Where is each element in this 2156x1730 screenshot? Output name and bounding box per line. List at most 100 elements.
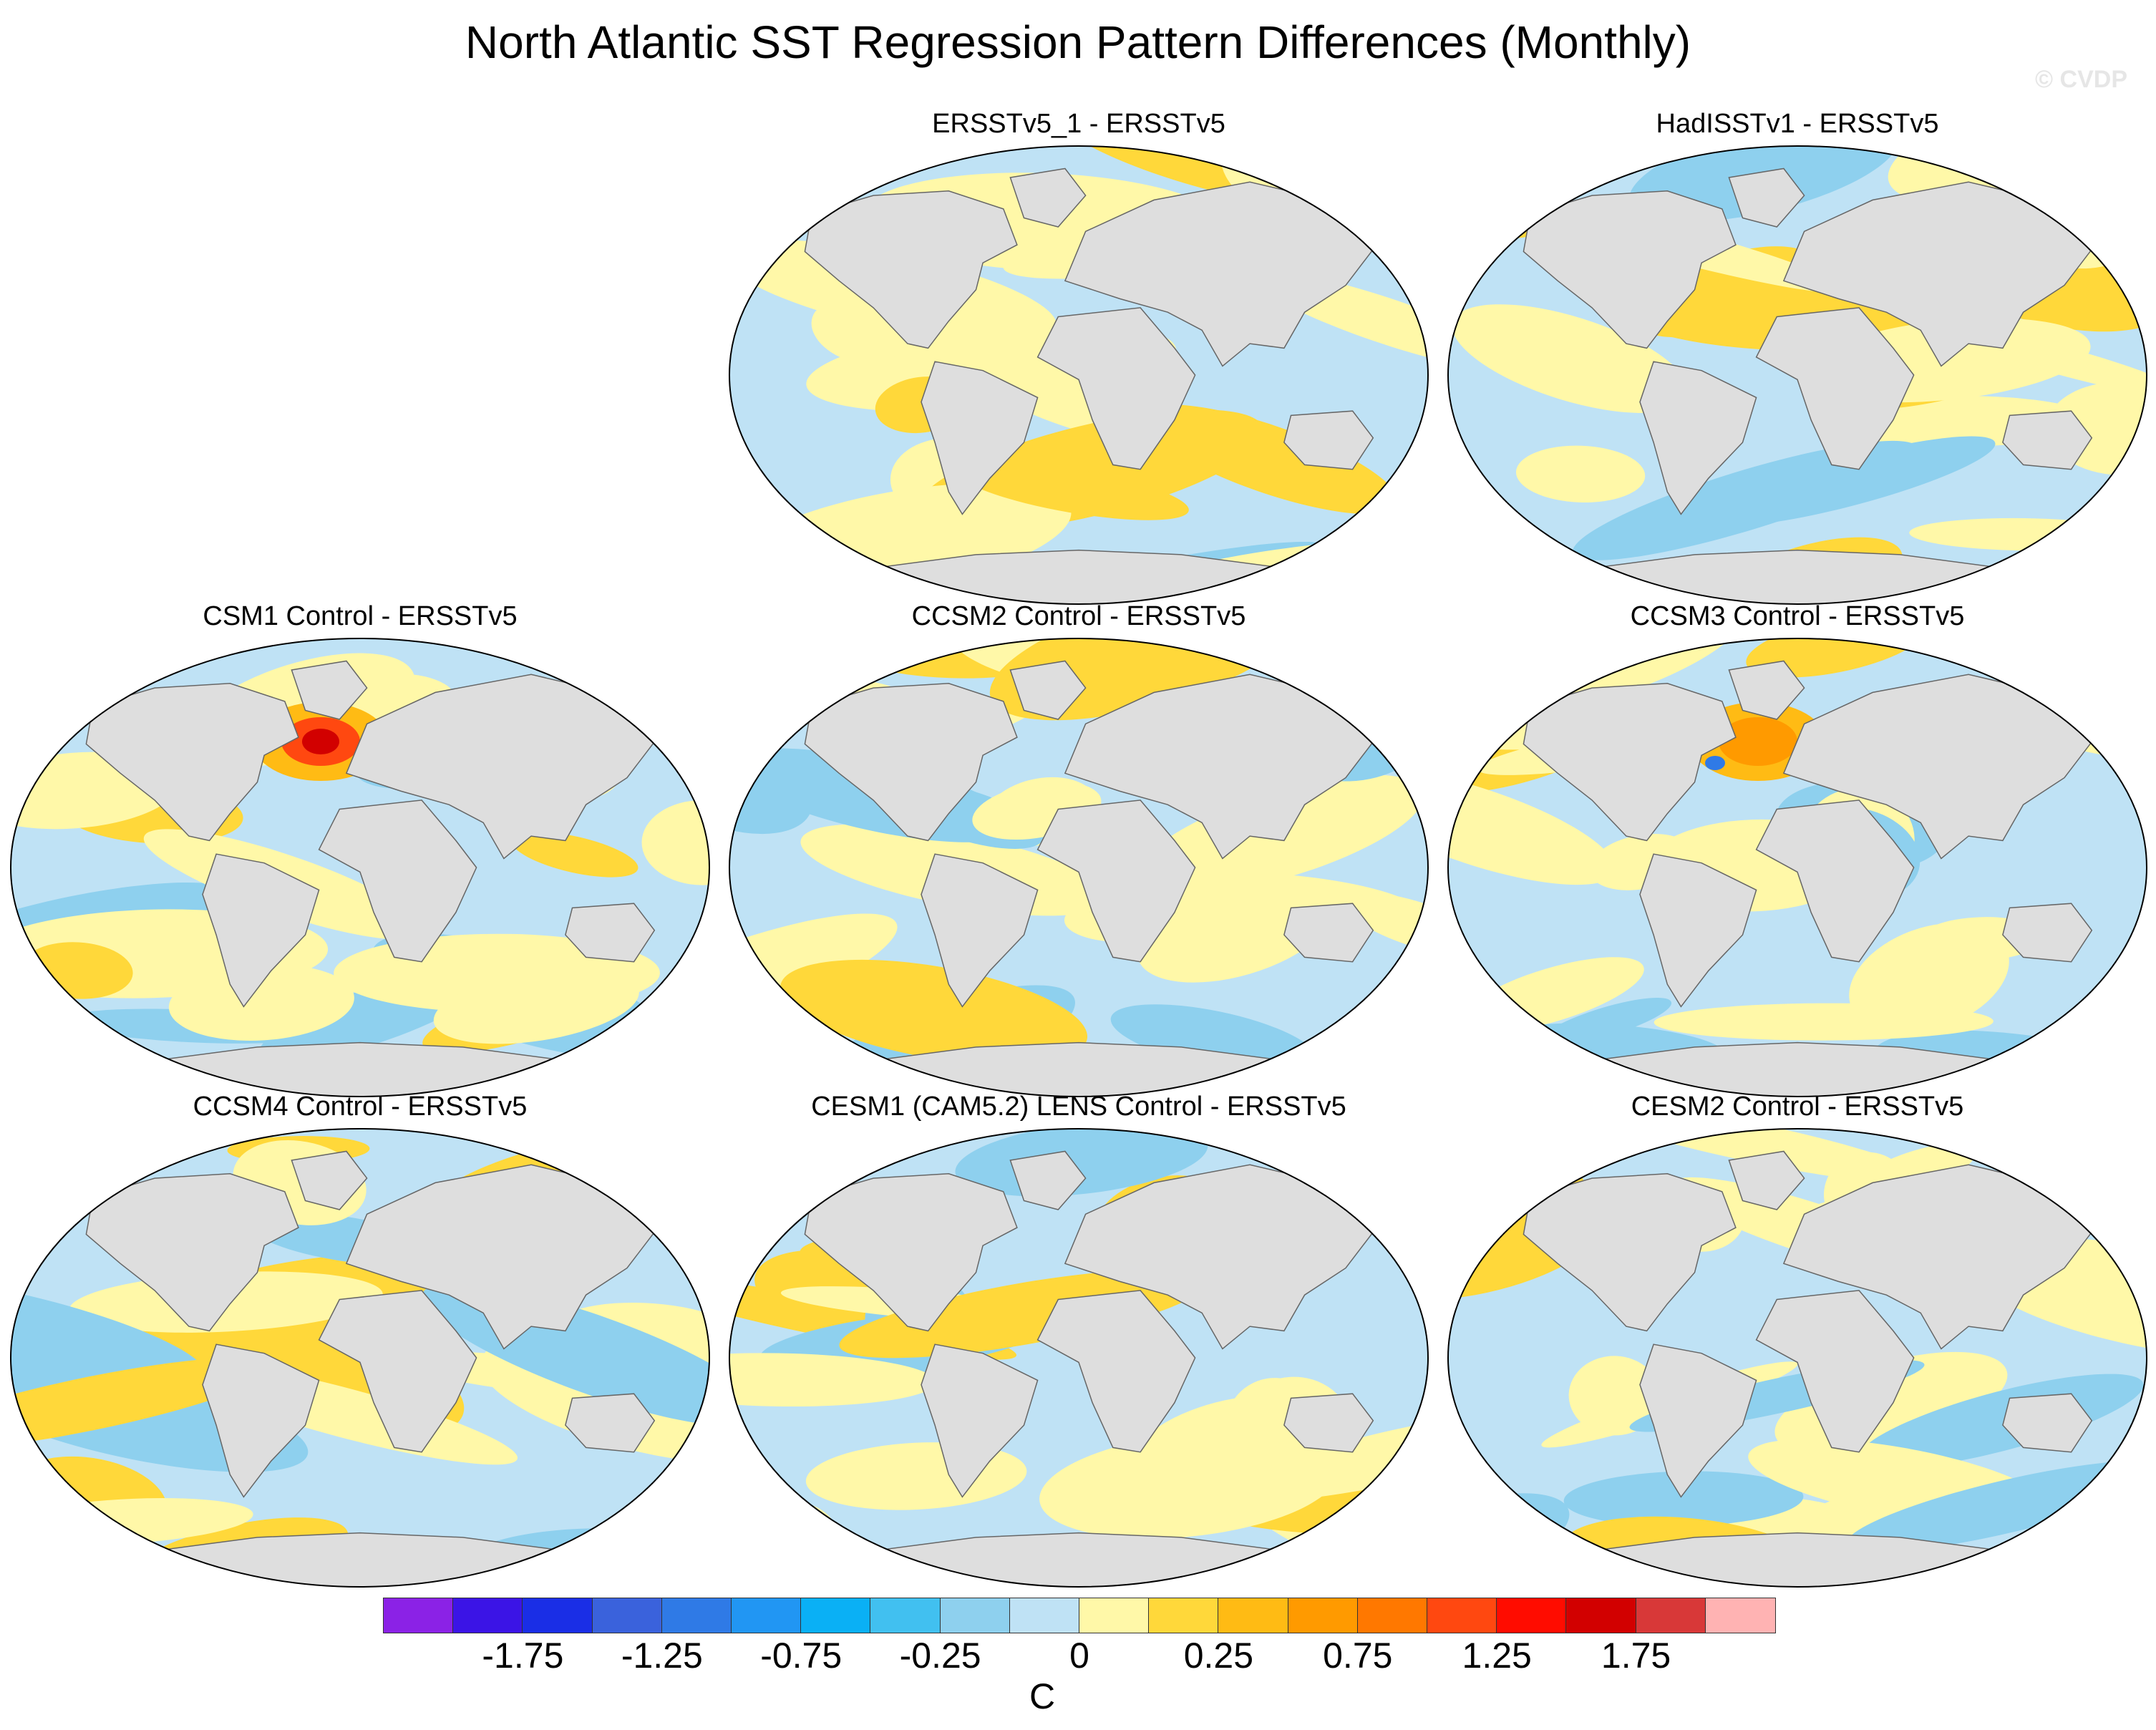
sst-anomaly-region bbox=[811, 300, 903, 364]
colorbar-swatch bbox=[522, 1598, 593, 1633]
map-panel-csm1: CSM1 Control - ERSSTv5 bbox=[6, 600, 714, 1101]
map-panel-ccsm3: CCSM3 Control - ERSSTv5 bbox=[1443, 600, 2152, 1101]
sst-anomaly-region bbox=[1628, 146, 1899, 222]
sst-anomaly-region bbox=[1110, 1004, 1318, 1074]
figure-title: North Atlantic SST Regression Pattern Di… bbox=[465, 16, 1691, 68]
colorbar-swatch bbox=[1496, 1598, 1568, 1633]
sst-anomaly-region bbox=[1746, 638, 1926, 678]
world-map bbox=[10, 638, 710, 1097]
sst-anomaly-hotspot-core bbox=[1719, 717, 1797, 766]
landmass-australia bbox=[2002, 410, 2093, 470]
sst-anomaly-region bbox=[433, 968, 639, 1044]
landmass-north-america bbox=[1523, 1173, 1737, 1332]
colorbar-swatch bbox=[1287, 1598, 1359, 1633]
colorbar-swatch bbox=[1218, 1598, 1289, 1633]
panel-title: CESM1 (CAM5.2) LENS Control - ERSSTv5 bbox=[811, 1092, 1346, 1122]
sst-anomaly-region bbox=[1846, 1461, 2147, 1552]
world-map bbox=[1447, 145, 2147, 605]
colorbar-tick-label: -1.25 bbox=[621, 1636, 703, 1676]
landmass-south-america bbox=[1639, 361, 1757, 515]
landmass-africa bbox=[1036, 307, 1196, 470]
landmass-south-america bbox=[921, 361, 1039, 515]
panel-title: CESM2 Control - ERSSTv5 bbox=[1631, 1092, 1964, 1122]
landmass-eurasia bbox=[1782, 674, 2093, 860]
landmass-north-america bbox=[804, 190, 1018, 349]
colorbar-swatch bbox=[730, 1598, 802, 1633]
landmass-greenland bbox=[1728, 660, 1805, 720]
colorbar bbox=[382, 1598, 1776, 1633]
sst-anomaly-hotspot-peak bbox=[302, 729, 339, 754]
colorbar-tick-label: 0.75 bbox=[1323, 1636, 1393, 1676]
colorbar-swatch bbox=[661, 1598, 732, 1633]
map-border bbox=[729, 145, 1429, 605]
panel-title: CCSM4 Control - ERSSTv5 bbox=[193, 1092, 528, 1122]
landmass-greenland bbox=[1009, 167, 1087, 228]
landmass-north-america bbox=[85, 1173, 299, 1332]
landmass-south-america bbox=[202, 1343, 320, 1498]
world-map bbox=[10, 1128, 710, 1588]
map-panel-ccsm4: CCSM4 Control - ERSSTv5 bbox=[6, 1090, 714, 1591]
colorbar-swatch bbox=[1009, 1598, 1080, 1633]
landmass-south-america bbox=[921, 1343, 1039, 1498]
colorbar-swatch bbox=[1426, 1598, 1498, 1633]
map-border bbox=[1447, 145, 2147, 605]
panel-title: HadISSTv1 - ERSSTv5 bbox=[1656, 109, 1939, 139]
map-panel-cesm1: CESM1 (CAM5.2) LENS Control - ERSSTv5 bbox=[724, 1090, 1433, 1591]
sst-anomaly-region bbox=[957, 461, 1189, 520]
landmass-australia bbox=[565, 1393, 656, 1453]
landmass-eurasia bbox=[1064, 1164, 1374, 1350]
landmass-africa bbox=[1755, 1290, 1915, 1453]
landmass-eurasia bbox=[1064, 181, 1374, 367]
colorbar-swatch bbox=[452, 1598, 524, 1633]
landmass-greenland bbox=[1009, 660, 1087, 720]
sst-anomaly-region bbox=[839, 1269, 1207, 1359]
sst-anomaly-region bbox=[1575, 1129, 1927, 1184]
cvdp-credit: © CVDP bbox=[2035, 66, 2127, 93]
panel-title: ERSSTv5_1 - ERSSTv5 bbox=[932, 109, 1225, 139]
landmass-greenland bbox=[1728, 1150, 1805, 1210]
landmass-australia bbox=[1283, 903, 1374, 963]
landmass-africa bbox=[1036, 800, 1196, 963]
panel-title: CCSM2 Control - ERSSTv5 bbox=[911, 601, 1246, 631]
landmass-north-america bbox=[85, 683, 299, 842]
map-border bbox=[10, 1128, 710, 1588]
sst-anomaly-region bbox=[729, 1353, 936, 1407]
colorbar-swatch bbox=[1704, 1598, 1776, 1633]
sst-anomaly-region bbox=[1137, 877, 1336, 983]
map-border bbox=[1447, 1128, 2147, 1588]
world-map bbox=[729, 145, 1429, 605]
colorbar-swatch bbox=[939, 1598, 1011, 1633]
panel-title: CSM1 Control - ERSSTv5 bbox=[203, 601, 518, 631]
landmass-north-america bbox=[804, 1173, 1018, 1332]
colorbar-tick-label: 1.25 bbox=[1462, 1636, 1532, 1676]
colorbar-unit: C bbox=[1029, 1676, 1056, 1716]
colorbar-tick-label: 0.25 bbox=[1183, 1636, 1254, 1676]
landmass-north-america bbox=[1523, 190, 1737, 349]
landmass-south-america bbox=[1639, 1343, 1757, 1498]
landmass-eurasia bbox=[345, 1164, 656, 1350]
sst-anomaly-region bbox=[1277, 146, 1428, 195]
landmass-africa bbox=[318, 800, 477, 963]
map-border bbox=[729, 1128, 1429, 1588]
colorbar-tick-label: 1.75 bbox=[1601, 1636, 1671, 1676]
landmass-australia bbox=[1283, 1393, 1374, 1453]
landmass-south-america bbox=[921, 853, 1039, 1008]
sst-anomaly-region bbox=[1654, 1003, 1994, 1041]
landmass-greenland bbox=[1728, 167, 1805, 228]
colorbar-swatch bbox=[1148, 1598, 1220, 1633]
landmass-africa bbox=[1755, 800, 1915, 963]
sst-anomaly-region bbox=[780, 959, 1088, 1065]
landmass-greenland bbox=[291, 1150, 368, 1210]
map-border bbox=[729, 638, 1429, 1097]
map-panel-ccsm2: CCSM2 Control - ERSSTv5 bbox=[724, 600, 1433, 1101]
map-border bbox=[1447, 638, 2147, 1097]
sst-anomaly-region bbox=[1448, 768, 1616, 885]
colorbar-swatch bbox=[800, 1598, 872, 1633]
sst-anomaly-region bbox=[168, 964, 354, 1041]
colorbar-swatch bbox=[591, 1598, 663, 1633]
colorbar-tick-label: -1.75 bbox=[482, 1636, 564, 1676]
colorbar-tick-label: -0.75 bbox=[760, 1636, 843, 1676]
colorbar-swatch bbox=[1356, 1598, 1428, 1633]
sst-anomaly-region bbox=[1573, 440, 1918, 560]
sst-anomaly-region bbox=[1515, 445, 1646, 503]
